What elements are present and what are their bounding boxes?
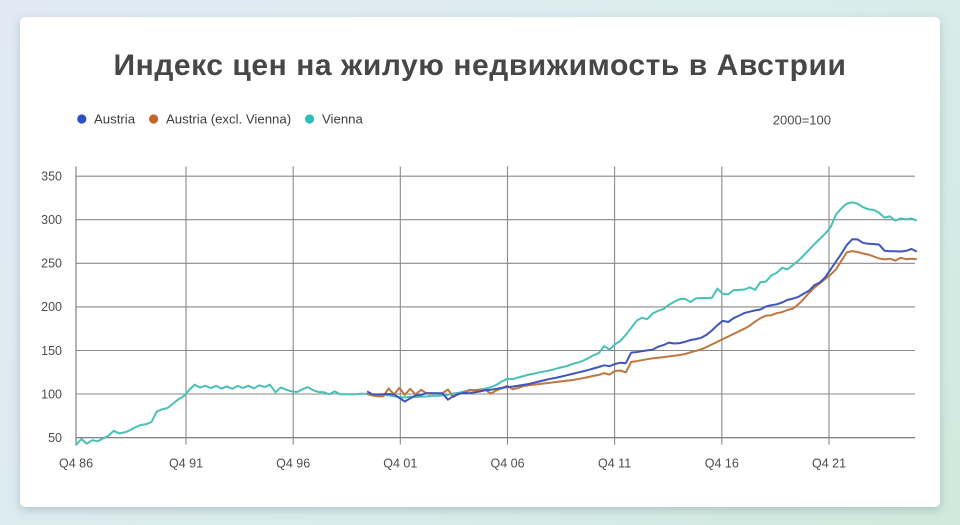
svg-text:Q4 16: Q4 16 [705, 457, 739, 471]
svg-text:Q4 01: Q4 01 [383, 457, 417, 471]
svg-text:Q4 06: Q4 06 [490, 457, 524, 471]
svg-text:350: 350 [41, 170, 62, 184]
svg-text:Q4 21: Q4 21 [812, 457, 846, 471]
svg-text:200: 200 [41, 300, 62, 314]
svg-text:Q4 86: Q4 86 [59, 457, 93, 471]
svg-text:2000=100: 2000=100 [773, 113, 831, 128]
svg-text:250: 250 [41, 257, 62, 271]
svg-text:100: 100 [41, 387, 62, 401]
svg-text:Q4 11: Q4 11 [598, 457, 631, 471]
svg-text:Austria: Austria [94, 112, 136, 127]
svg-text:Austria (excl. Vienna): Austria (excl. Vienna) [166, 112, 291, 127]
svg-text:50: 50 [48, 431, 62, 445]
svg-text:300: 300 [41, 213, 62, 227]
svg-text:Q4 96: Q4 96 [276, 457, 310, 471]
svg-text:Q4 91: Q4 91 [169, 457, 203, 471]
svg-text:150: 150 [41, 344, 62, 358]
svg-text:Vienna: Vienna [322, 112, 363, 127]
